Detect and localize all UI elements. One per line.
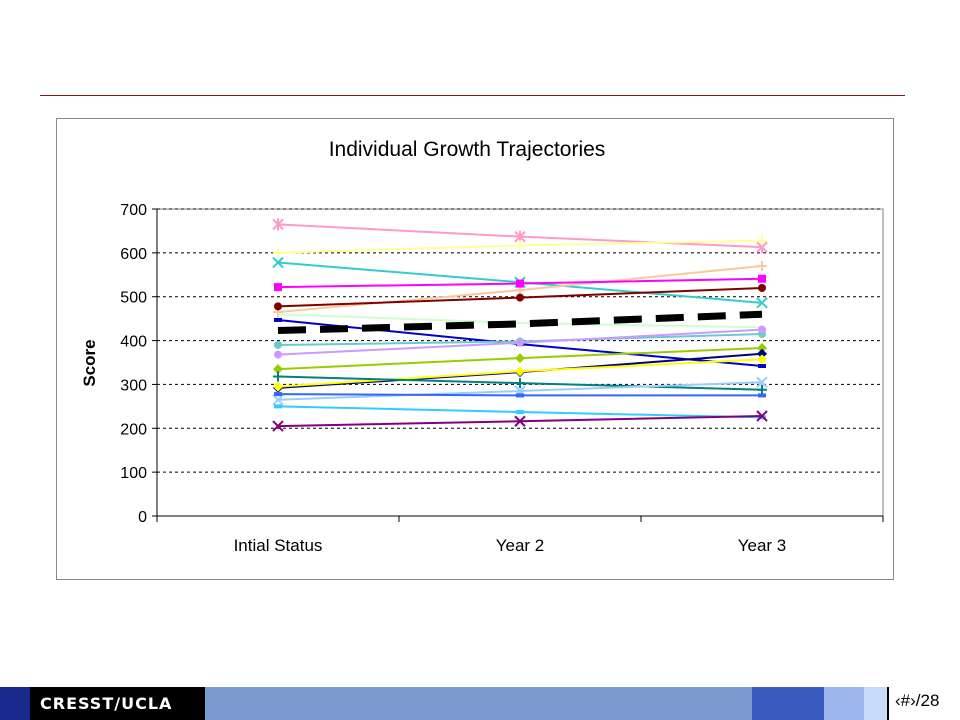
data-point [758, 283, 766, 292]
data-point [758, 393, 766, 398]
logo-text: CRESST/UCLA [40, 694, 173, 713]
footer-band-mid [824, 687, 864, 720]
y-tick-label: 400 [120, 334, 147, 351]
footer-band [205, 687, 752, 720]
x-tick-label: Year 3 [738, 536, 787, 555]
data-point [514, 415, 526, 427]
footer: CRESST/UCLA ‹#›/28 [0, 687, 960, 720]
y-tick-label: 500 [120, 290, 147, 307]
data-point [273, 371, 283, 382]
data-point [515, 366, 525, 377]
series-line [277, 313, 763, 329]
y-tick-label: 700 [120, 202, 147, 219]
data-point [758, 274, 766, 283]
data-point [757, 384, 767, 395]
data-point [272, 256, 284, 269]
data-point [515, 378, 525, 389]
data-point [516, 410, 524, 415]
page-number-box: ‹#›/28 [887, 687, 960, 720]
data-point [274, 340, 282, 349]
y-tick-label: 300 [120, 377, 147, 394]
data-point [273, 247, 283, 258]
page-number: ‹#›/28 [895, 691, 940, 710]
logo-accent [0, 687, 30, 720]
data-point [757, 261, 767, 272]
data-point [516, 393, 524, 398]
y-axis-label: Score [80, 339, 99, 386]
chart-container: Individual Growth Trajectories Score 0 10… [56, 118, 894, 580]
data-point [757, 354, 767, 365]
data-point [274, 392, 282, 397]
data-point [516, 279, 524, 288]
data-point [274, 302, 282, 311]
data-point [274, 404, 282, 409]
y-tick-label: 0 [138, 509, 147, 526]
data-point [272, 218, 284, 231]
data-point [515, 353, 525, 364]
footer-band-light [864, 687, 887, 720]
data-point [274, 317, 282, 322]
data-point [272, 394, 284, 406]
data-point [273, 381, 283, 392]
series-line-mean [277, 310, 763, 334]
data-point [756, 376, 768, 388]
data-point [273, 364, 283, 375]
data-point [757, 343, 767, 354]
x-tick-label: Year 2 [496, 536, 545, 555]
data-point [274, 350, 282, 359]
x-tick-label: Intial Status [234, 536, 323, 555]
data-point [757, 348, 767, 359]
data-point [756, 297, 768, 309]
growth-chart: Individual Growth Trajectories Score 0 10… [80, 138, 884, 555]
data-point [756, 410, 768, 422]
data-point [516, 293, 524, 302]
title-rule [40, 95, 905, 96]
chart-title: Individual Growth Trajectories [329, 138, 606, 161]
data-point [757, 235, 767, 246]
data-point [516, 338, 524, 347]
data-point [272, 420, 284, 432]
data-point [758, 364, 766, 369]
data-point [515, 240, 525, 251]
cresst-logo: CRESST/UCLA [0, 687, 205, 720]
footer-band-dark [752, 687, 824, 720]
y-tick-label: 600 [120, 246, 147, 263]
y-tick-label: 100 [120, 465, 147, 482]
data-point [274, 283, 282, 292]
data-point [758, 325, 766, 334]
y-tick-label: 200 [120, 421, 147, 438]
